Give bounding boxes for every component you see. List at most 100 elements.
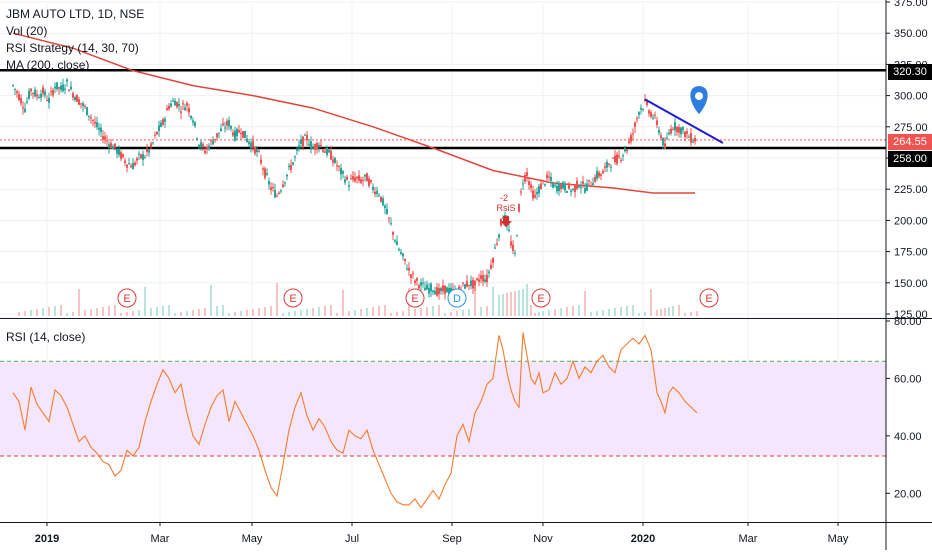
volume-bar: [664, 308, 666, 316]
support-price-tag: 258.00: [888, 151, 932, 167]
candle-body: [690, 133, 692, 143]
candle-body: [560, 184, 562, 190]
volume-bar: [312, 308, 314, 316]
volume-bar: [542, 311, 544, 316]
candle-body: [122, 154, 124, 158]
volume-bar: [114, 305, 116, 316]
legend-volume[interactable]: Vol (20): [6, 24, 48, 38]
candle-body: [148, 149, 150, 153]
candle-body: [208, 145, 210, 150]
candle-body: [586, 183, 588, 191]
candle-body: [56, 82, 58, 90]
volume-bar: [522, 289, 524, 316]
event-marker-circle[interactable]: [447, 288, 467, 308]
legend-symbol-title[interactable]: JBM AUTO LTD, 1D, NSE: [6, 7, 145, 21]
candle-body: [184, 107, 186, 111]
candle-body: [30, 88, 32, 92]
candle-body: [330, 150, 332, 160]
volume-bar: [560, 308, 562, 316]
candle-body: [250, 142, 252, 149]
candle-body: [620, 159, 622, 161]
candle-body: [418, 285, 420, 289]
candle-body: [214, 139, 216, 141]
candle-body: [426, 284, 428, 290]
candle-body: [138, 153, 140, 155]
rsi-tick-label: 20.00: [894, 488, 922, 500]
volume-bar: [156, 307, 158, 316]
time-tick-label: Mar: [151, 533, 170, 545]
candle-body: [304, 134, 306, 136]
legend-moving-average[interactable]: MA (200, close): [6, 58, 90, 72]
candle-body: [476, 278, 478, 280]
candle-body: [538, 186, 540, 194]
volume-bar: [620, 307, 622, 316]
time-axis[interactable]: 2019 Mar May Jul Sep Nov 2020 Mar May: [35, 522, 849, 545]
volume-bar: [72, 312, 74, 316]
candle-body: [318, 144, 320, 147]
candle-body: [498, 234, 500, 238]
earnings-marker-label: E: [705, 293, 712, 305]
candle-body: [588, 179, 590, 182]
candle-body: [36, 94, 38, 97]
candle-body: [366, 173, 368, 182]
volume-bar: [510, 292, 512, 316]
candle-body: [296, 149, 298, 151]
event-marker-circle[interactable]: [699, 288, 719, 308]
candle-body: [258, 150, 260, 152]
event-marker-circle[interactable]: [405, 288, 425, 308]
event-marker-circle[interactable]: [531, 288, 551, 308]
candle-body: [134, 162, 136, 166]
candle-body: [338, 165, 340, 167]
candle-body: [228, 120, 230, 127]
candle-body: [24, 108, 26, 112]
volume-bar: [672, 306, 674, 316]
candle-body: [548, 176, 550, 178]
time-tick-label: Jul: [345, 533, 359, 545]
horizontal-levels: [0, 69, 886, 150]
candle-body: [570, 190, 572, 193]
volume-bar: [282, 313, 284, 316]
price-tick-label: 375.00: [894, 0, 928, 9]
candle-body: [574, 185, 576, 193]
candle-body: [96, 122, 98, 128]
descending-trendline[interactable]: [644, 98, 724, 144]
volume-bar: [366, 308, 368, 316]
volume-bar: [372, 307, 374, 316]
volume-bar: [396, 312, 398, 316]
rsi-axis[interactable]: 80.00 60.00 40.00 20.00: [886, 316, 922, 500]
candle-body: [402, 253, 404, 257]
volume-bar: [192, 310, 194, 316]
candle-body: [178, 103, 180, 107]
event-marker-circle[interactable]: [283, 288, 303, 308]
candle-body: [380, 196, 382, 202]
volume-bar: [18, 312, 20, 316]
candle-body: [616, 154, 618, 164]
candle-body: [222, 123, 224, 126]
earnings-marker-label: E: [123, 293, 130, 305]
candle-body: [376, 190, 378, 194]
candle-body: [158, 125, 160, 131]
volume-bar: [102, 307, 104, 316]
candle-body: [580, 186, 582, 188]
legend-strategy[interactable]: RSI Strategy (14, 30, 70): [6, 41, 139, 55]
candle-body: [230, 125, 232, 129]
candle-body: [104, 136, 106, 140]
volume-bar: [294, 311, 296, 316]
candle-body: [216, 133, 218, 138]
candle-body: [672, 128, 674, 130]
candle-body: [488, 271, 490, 273]
volume-bar: [162, 306, 164, 316]
candle-body: [200, 142, 202, 148]
candle-body: [20, 98, 22, 104]
candle-body: [656, 120, 658, 126]
rsi-panel-title[interactable]: RSI (14, close): [6, 330, 86, 344]
candle-body: [572, 188, 574, 190]
volume-bar: [684, 313, 686, 316]
candle-body: [268, 180, 270, 185]
location-pin-icon[interactable]: [690, 86, 708, 115]
candle-body: [448, 288, 450, 294]
event-marker-circle[interactable]: [117, 288, 137, 308]
